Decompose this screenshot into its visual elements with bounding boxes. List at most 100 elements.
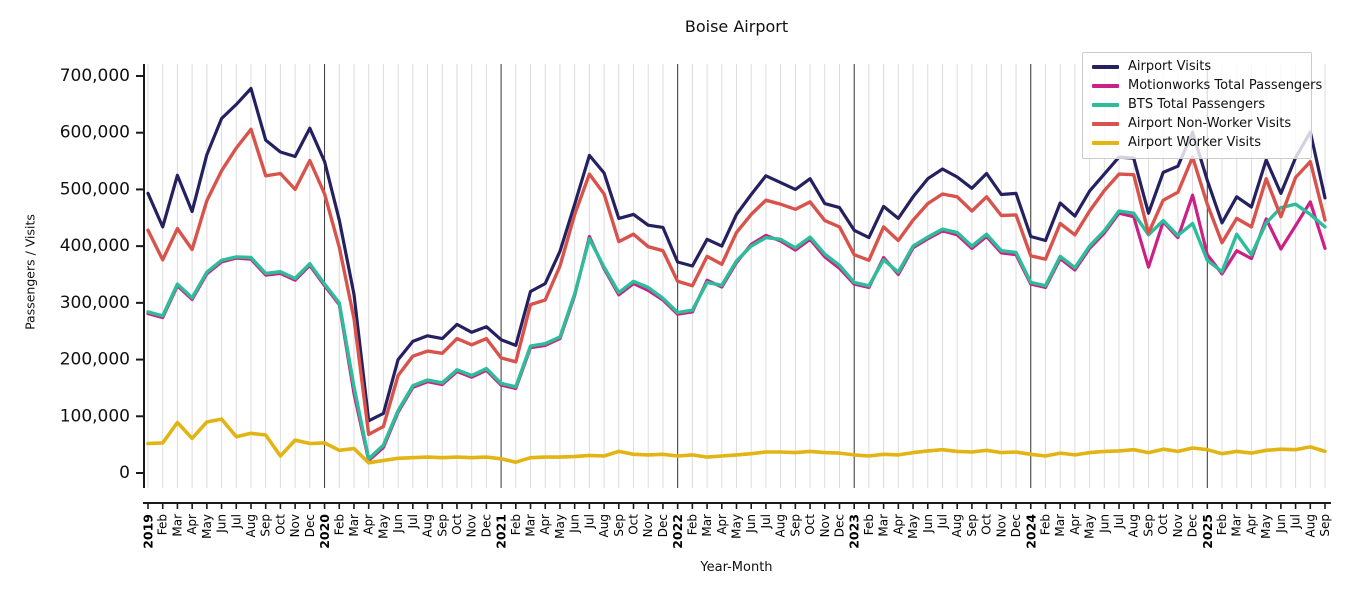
x-tick-label-month: Apr: [185, 514, 199, 535]
x-tick-label-month: Feb: [862, 514, 876, 535]
x-tick-label-month: May: [553, 514, 567, 539]
x-tick-label-year: 2020: [317, 514, 332, 549]
x-tick-label-month: Feb: [1215, 514, 1229, 535]
x-tick-label-month: Dec: [656, 514, 670, 537]
x-tick-label-month: Jul: [759, 514, 773, 529]
x-tick-label-month: Apr: [715, 514, 729, 535]
x-tick-label-month: Jun: [744, 514, 758, 534]
legend-item-airport-worker-visits: Airport Worker Visits: [1092, 135, 1302, 151]
x-tick-label-month: Feb: [509, 514, 523, 535]
y-tick-label: 500,000: [60, 179, 130, 199]
x-tick-label-month: Aug: [950, 514, 964, 537]
x-tick-label-month: Apr: [1244, 514, 1258, 535]
x-tick-label-month: Nov: [994, 514, 1008, 537]
legend-swatch-airport-visits: [1092, 65, 1119, 70]
y-tick-label: 600,000: [60, 123, 130, 143]
x-tick-label-year: 2022: [670, 514, 685, 549]
x-tick-label-month: Sep: [1318, 514, 1332, 537]
x-tick-label-month: Jun: [215, 514, 229, 534]
x-tick-label-month: Dec: [1186, 514, 1200, 537]
y-tick-label: 700,000: [60, 66, 130, 86]
x-tick-label-month: Dec: [832, 514, 846, 537]
y-tick-label: 100,000: [60, 406, 130, 426]
x-tick-label-month: May: [1083, 514, 1097, 539]
x-tick-label-month: Apr: [1068, 514, 1082, 535]
x-tick-label-year: 2024: [1023, 514, 1038, 549]
x-tick-label-month: Nov: [641, 514, 655, 537]
legend-label: Airport Non-Worker Visits: [1128, 116, 1292, 131]
x-tick-label-month: Jun: [391, 514, 405, 534]
x-tick-label-month: Mar: [1053, 514, 1067, 537]
x-tick-label-month: Jun: [1097, 514, 1111, 534]
x-tick-label-year: 2025: [1200, 514, 1215, 549]
x-tick-label-month: May: [1259, 514, 1273, 539]
y-tick-label: 0: [119, 463, 130, 483]
x-tick-label-month: Sep: [435, 514, 449, 537]
y-tick-label: 400,000: [60, 236, 130, 256]
series-line-airport-non-worker-visits: [146, 127, 1327, 437]
x-tick-label-month: Feb: [156, 514, 170, 535]
x-tick-label-month: Mar: [877, 514, 891, 537]
x-tick-label-month: May: [200, 514, 214, 539]
x-tick-label-month: Oct: [450, 514, 464, 535]
x-tick-label-month: Mar: [347, 514, 361, 537]
x-tick-label-month: Sep: [965, 514, 979, 537]
x-tick-label-month: Feb: [685, 514, 699, 535]
x-tick-label-year: 2023: [847, 514, 862, 549]
x-tick-label-month: Oct: [1156, 514, 1170, 535]
x-tick-label-month: Aug: [1127, 514, 1141, 537]
x-tick-label-month: Jul: [1112, 514, 1126, 529]
x-tick-label-month: Feb: [1038, 514, 1052, 535]
x-tick-label-month: Aug: [244, 514, 258, 537]
x-tick-label-month: Nov: [465, 514, 479, 537]
x-tick-label-month: Jun: [1274, 514, 1288, 534]
x-tick-label-month: Jun: [568, 514, 582, 534]
series-line-airport-worker-visits: [146, 417, 1327, 465]
legend-item-bts-total-passengers: BTS Total Passengers: [1092, 97, 1302, 113]
x-tick-label-month: Dec: [479, 514, 493, 537]
x-tick-label-month: Dec: [303, 514, 317, 537]
x-tick-label-month: May: [376, 514, 390, 539]
legend-swatch-airport-worker-visits: [1092, 141, 1119, 146]
x-tick-label-month: Aug: [421, 514, 435, 537]
x-tick-label-month: Mar: [700, 514, 714, 537]
x-tick-label-month: Oct: [627, 514, 641, 535]
x-tick-label-month: May: [730, 514, 744, 539]
x-tick-label-month: Oct: [273, 514, 287, 535]
legend-item-airport-non-worker-visits: Airport Non-Worker Visits: [1092, 116, 1302, 132]
x-tick-label-month: Aug: [1303, 514, 1317, 537]
x-tick-label-month: Sep: [259, 514, 273, 537]
x-tick-label-month: Jul: [935, 514, 949, 529]
y-tick-label: 200,000: [60, 350, 130, 370]
x-tick-label-month: Oct: [803, 514, 817, 535]
legend-label: Airport Visits: [1128, 59, 1212, 74]
x-tick-label-month: Jul: [406, 514, 420, 529]
x-tick-label-month: Aug: [774, 514, 788, 537]
x-tick-label-month: Nov: [818, 514, 832, 537]
x-axis-label: Year-Month: [700, 560, 773, 575]
legend-item-airport-visits: Airport Visits: [1092, 59, 1302, 75]
x-tick-label-month: Apr: [891, 514, 905, 535]
x-tick-label-month: Nov: [1171, 514, 1185, 537]
x-tick-label-month: Nov: [288, 514, 302, 537]
y-tick-label: 300,000: [60, 293, 130, 313]
x-tick-label-month: Mar: [170, 514, 184, 537]
legend-label: Airport Worker Visits: [1128, 135, 1262, 150]
legend-swatch-airport-non-worker-visits: [1092, 122, 1119, 127]
x-tick-label-month: Feb: [332, 514, 346, 535]
x-tick-label-month: Oct: [980, 514, 994, 535]
legend-label: BTS Total Passengers: [1128, 97, 1266, 112]
chart-title: Boise Airport: [684, 17, 789, 36]
y-axis-label: Passengers / Visits: [22, 214, 38, 330]
legend-swatch-bts-total-passengers: [1092, 103, 1119, 108]
x-tick-label-month: Apr: [538, 514, 552, 535]
series-line-bts-total-passengers: [146, 202, 1327, 461]
x-tick-label-month: Sep: [788, 514, 802, 537]
x-tick-label-year: 2019: [141, 514, 156, 549]
x-tick-label-month: Jul: [229, 514, 243, 529]
x-tick-label-month: Jul: [582, 514, 596, 529]
x-tick-label-month: Sep: [1141, 514, 1155, 537]
x-tick-label-month: Mar: [524, 514, 538, 537]
